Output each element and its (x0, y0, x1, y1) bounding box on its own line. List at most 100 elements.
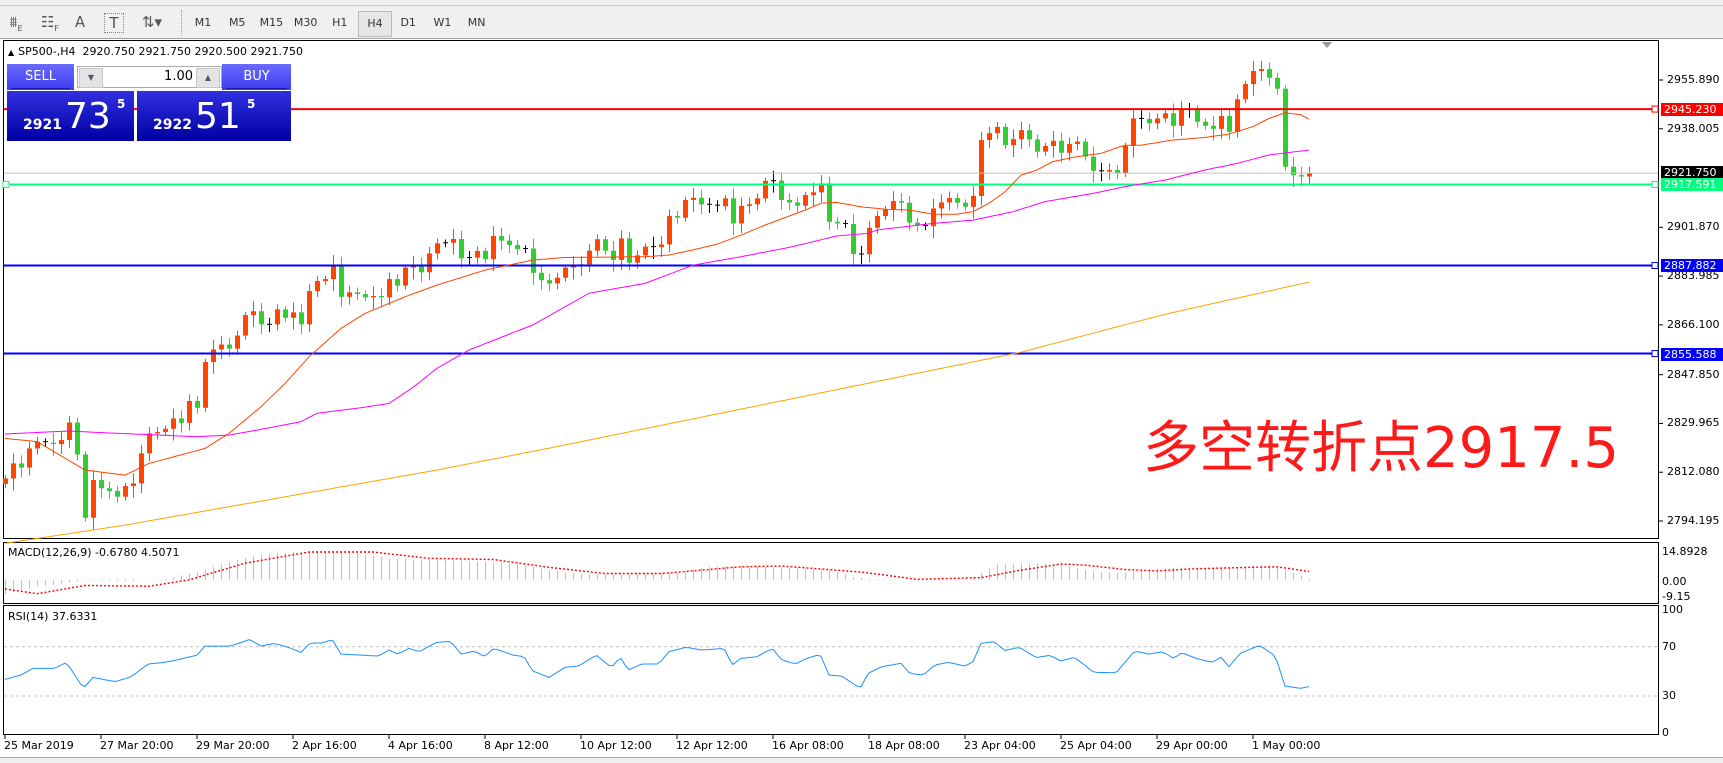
candle-body (139, 453, 144, 484)
timeframe-m1[interactable]: M1 (194, 16, 212, 29)
candle-body (787, 199, 792, 203)
moving-average-line (4, 112, 1310, 476)
candle-body (603, 239, 608, 251)
volume-decrease-icon[interactable]: ▼ (79, 68, 103, 88)
status-strip (0, 757, 1723, 763)
buy-button[interactable]: BUY (222, 64, 291, 90)
chart-shift-marker-icon[interactable] (1322, 42, 1332, 48)
horizontal-line-tag: 2917.591 (1661, 178, 1723, 192)
candle-body (899, 201, 904, 203)
timeframe-h4[interactable]: H4 (358, 11, 392, 37)
candle-body (1091, 156, 1096, 171)
candle-body (203, 361, 208, 408)
macd-y-tick-label: 0.00 (1662, 575, 1687, 588)
candle-body (955, 198, 960, 203)
candle-body (1171, 113, 1176, 126)
candle-body (763, 180, 768, 199)
candle-body (355, 292, 360, 295)
candle-body (59, 439, 64, 445)
timeframe-m30[interactable]: M30 (293, 16, 318, 29)
candle-body (1003, 126, 1008, 146)
candle-body (499, 235, 504, 241)
y-tick-label: 2794.195 (1667, 514, 1720, 527)
candle-body (795, 202, 800, 206)
y-tick-label: 2901.870 (1667, 220, 1720, 234)
candle-body (571, 265, 576, 268)
y-tick-label: 2829.965 (1667, 416, 1720, 430)
window-tabs-strip (0, 0, 1723, 6)
candle-body (491, 235, 496, 260)
candle-body (91, 480, 96, 518)
candle-body (1235, 99, 1240, 132)
volume-increase-icon[interactable]: ▲ (196, 68, 220, 88)
candle-body (1179, 109, 1184, 126)
candle-body (803, 195, 808, 206)
current-price-tag: 2921.750 (1661, 166, 1723, 180)
candle-body (915, 222, 920, 226)
buy-price[interactable]: 2922 51 5 (137, 91, 291, 141)
candle-body (1123, 145, 1128, 174)
candle-body (987, 133, 992, 140)
candle-body (659, 244, 664, 248)
candle-body (875, 216, 880, 228)
timeframe-w1[interactable]: W1 (433, 16, 452, 29)
candle-body (379, 295, 384, 298)
volume-stepper: ▼ 1.00 ▲ (77, 66, 222, 88)
candle-body (675, 216, 680, 218)
candle-body (619, 238, 624, 260)
volume-input[interactable]: 1.00 (164, 69, 193, 84)
fibonacci-glyph: ☷ (40, 13, 55, 31)
candle-body (731, 198, 736, 224)
candle-body (283, 309, 288, 318)
candle-body (1011, 139, 1016, 146)
candle-body (403, 267, 408, 286)
candle-body (851, 223, 856, 254)
candle-body (819, 183, 824, 193)
timeframe-mn[interactable]: MN (467, 16, 486, 29)
candle-body (315, 280, 320, 292)
timeframe-d1[interactable]: D1 (400, 16, 416, 29)
timeframe-m5[interactable]: M5 (228, 16, 246, 29)
candle-body (1195, 109, 1200, 122)
fibonacci-icon[interactable]: ☷F (36, 10, 64, 34)
candle-body (1035, 139, 1040, 152)
candle-body (907, 202, 912, 223)
candle-body (635, 255, 640, 263)
candle-body (1259, 69, 1264, 71)
candle-body (1067, 144, 1072, 153)
x-tick-label: 25 Mar 2019 (4, 739, 74, 752)
sell-price[interactable]: 2921 73 5 (7, 91, 134, 141)
annotation-text[interactable]: 多空转折点2917.5 (1143, 416, 1619, 481)
timeframe-h1[interactable]: H1 (332, 16, 348, 29)
text-icon[interactable]: A (74, 13, 86, 31)
candle-body (235, 335, 240, 349)
candle-body (363, 294, 368, 298)
sell-button[interactable]: SELL (7, 64, 74, 90)
timeframe-m15[interactable]: M15 (259, 16, 284, 29)
x-tick-label: 12 Apr 12:00 (676, 739, 748, 752)
candle-body (35, 441, 40, 449)
candle-body (539, 272, 544, 281)
y-tick-label: 2866.100 (1667, 317, 1720, 331)
main-chart-pane[interactable] (3, 40, 1659, 539)
collapse-triangle-icon[interactable]: ▲ (8, 48, 15, 57)
candle-body (75, 422, 80, 455)
candle-body (275, 309, 280, 325)
candle-body (1227, 115, 1232, 132)
candle-body (115, 490, 120, 497)
horizontal-line-tag: 2887.882 (1661, 259, 1723, 273)
candle-body (643, 246, 648, 256)
candle-body (291, 312, 296, 318)
arrows-icon[interactable]: ⇅▾ (141, 13, 163, 31)
elliott-wave-icon[interactable]: ⩩E (2, 10, 30, 34)
ohlc-values: 2920.750 2921.750 2920.500 2921.750 (82, 45, 303, 58)
sell-price-pips: 73 (65, 96, 111, 137)
candle-body (1131, 118, 1136, 146)
text-label-icon[interactable]: T (104, 13, 124, 33)
candle-body (371, 295, 376, 298)
candle-body (1027, 130, 1032, 140)
candle-body (739, 205, 744, 224)
y-tick-label: 2812.080 (1667, 465, 1720, 479)
macd-title: MACD(12,26,9) -0.6780 4.5071 (8, 546, 180, 559)
x-tick-label: 23 Apr 04:00 (964, 739, 1036, 752)
